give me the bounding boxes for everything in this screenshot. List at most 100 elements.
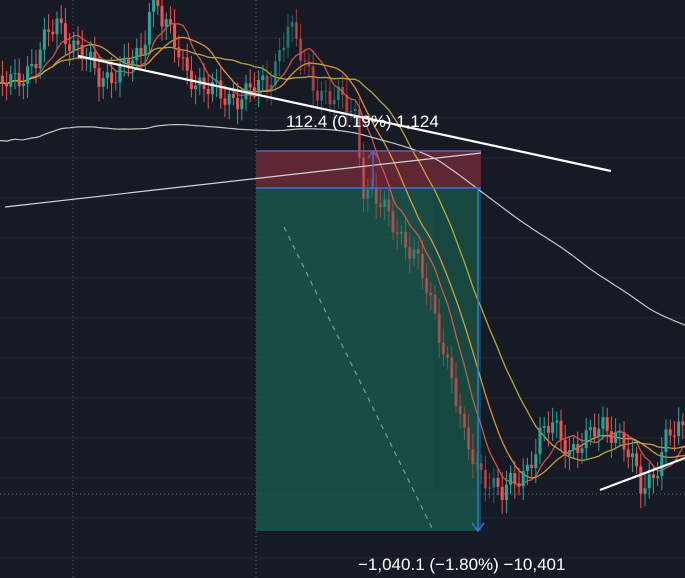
candle-body [362, 157, 366, 199]
candle-body [450, 357, 454, 379]
candle-body [479, 463, 483, 470]
candle-body [559, 420, 563, 441]
candle-body [282, 47, 286, 51]
candle-body [530, 464, 534, 468]
candle-body [177, 47, 181, 58]
candle-body [630, 453, 634, 458]
candle-body [517, 483, 521, 487]
candle-body [17, 73, 21, 87]
candle-body [257, 80, 261, 93]
candle-body [236, 98, 240, 110]
candle-body [513, 473, 517, 484]
candle-body [500, 486, 504, 501]
candle-body [156, 0, 160, 7]
ascending-support-line [4, 152, 482, 208]
candle-body [672, 435, 676, 437]
candle-body [488, 487, 492, 489]
candle-body [538, 427, 542, 455]
candle-body [399, 231, 403, 235]
candle-body [80, 44, 84, 60]
candle-body [223, 98, 227, 105]
candle-body [462, 413, 466, 428]
candle-body [51, 31, 55, 35]
target-label: −1,040.1 (−1.80%) −10,401 [358, 555, 565, 574]
candle-body [303, 60, 307, 62]
candle-body [345, 95, 349, 113]
candle-body [110, 72, 114, 84]
candle-body [681, 421, 685, 426]
candle-body [63, 23, 67, 45]
candle-body [185, 57, 189, 71]
candle-body [278, 50, 282, 62]
projection-path [283, 226, 434, 531]
ma-line-15 [0, 36, 685, 479]
candle-body [315, 90, 319, 101]
candle-body [252, 87, 256, 93]
candle-body [215, 80, 219, 82]
candle-body [76, 40, 80, 45]
candle-body [475, 463, 479, 465]
candle-body [635, 453, 639, 467]
candle-body [576, 443, 580, 453]
target-arrow [471, 522, 485, 533]
lower-trendline [599, 456, 685, 492]
candle-body [219, 80, 223, 99]
candle-body [89, 51, 93, 58]
candle-body [597, 428, 601, 437]
candle-body [101, 78, 105, 87]
candle-body [542, 425, 546, 428]
candle-body [143, 44, 147, 56]
candle-body [391, 211, 395, 233]
candle-body [395, 232, 399, 235]
candle-body [139, 47, 143, 56]
candle-body [173, 24, 177, 48]
candle-body [152, 0, 156, 12]
candle-body [651, 474, 655, 479]
candle-body [605, 417, 609, 432]
candle-body [378, 203, 382, 208]
candle-body [47, 29, 51, 32]
candle-body [194, 85, 198, 90]
candle-body [261, 75, 265, 81]
descending-trendline [77, 54, 612, 173]
candle-body [118, 63, 122, 83]
candle-body [181, 57, 185, 59]
candle-body [336, 86, 340, 100]
candle-body [68, 44, 72, 51]
trendlines[interactable] [4, 54, 685, 492]
ma-line-70 [0, 124, 685, 326]
candle-body [525, 464, 529, 472]
candle-body [105, 72, 109, 79]
candle-body [231, 93, 235, 99]
candle-body [311, 66, 315, 91]
ma-line-28 [0, 46, 685, 462]
position-overlay[interactable] [256, 149, 485, 533]
candle-body [387, 199, 391, 212]
candle-body [206, 88, 210, 95]
candle-body [328, 90, 332, 105]
candle-body [454, 378, 458, 406]
candle-body [492, 478, 496, 488]
stop-label: 112.4 (0.19%) 1,124 [286, 112, 439, 131]
candle-body [114, 82, 118, 84]
candle-body [13, 73, 17, 75]
candle-body [160, 6, 164, 27]
candle-body [349, 110, 353, 113]
candle-body [593, 427, 597, 437]
candle-body [135, 47, 139, 61]
candle-body [412, 249, 416, 259]
stop-arrow [367, 149, 379, 159]
position-zones[interactable] [256, 151, 481, 531]
candle-body [9, 74, 13, 87]
candle-body [147, 11, 151, 45]
candle-body [551, 422, 555, 433]
candle-body [458, 405, 462, 414]
candle-body [5, 82, 9, 87]
candle-body [601, 417, 605, 429]
candle-body [404, 231, 408, 248]
candle-body [567, 450, 571, 456]
candle-body [0, 75, 4, 83]
candle-body [660, 451, 664, 477]
